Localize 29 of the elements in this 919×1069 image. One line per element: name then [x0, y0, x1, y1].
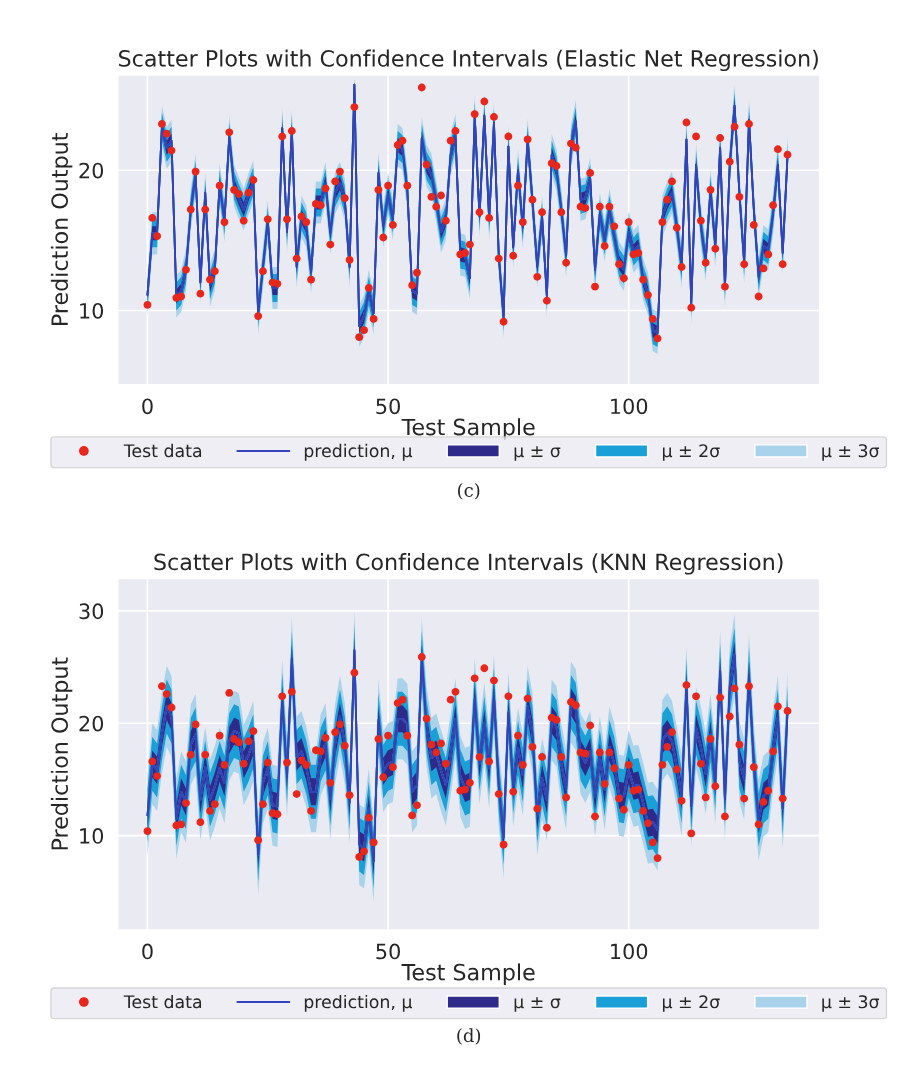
legend-label: prediction, μ	[304, 443, 413, 461]
y-tick-label: 20	[79, 162, 104, 179]
legend-label: μ ± 2σ	[662, 444, 720, 461]
y-axis-title: Prediction Output	[50, 133, 73, 325]
legend-label: Test data	[123, 443, 202, 458]
legend-label: Test data	[123, 994, 202, 1009]
x-axis-title: Test Sample	[401, 418, 535, 440]
legend-label: μ ± σ	[514, 997, 561, 1012]
x-tick-label: 50	[376, 943, 400, 960]
legend-label: μ ± 3σ	[822, 995, 880, 1012]
y-axis-title: Prediction Output	[50, 657, 73, 850]
y-tick-label: 10	[80, 828, 104, 844]
legend-label: μ ± 2σ	[662, 995, 720, 1012]
text: (c)	[458, 483, 480, 500]
x-tick-label: 0	[142, 943, 153, 960]
y-tick-label: 20	[79, 715, 104, 732]
x-tick-label: 100	[611, 943, 648, 960]
x-tick-label: 50	[376, 398, 400, 415]
legend-label: μ ± σ	[514, 446, 561, 461]
x-tick-label: 100	[611, 398, 648, 415]
chart-title: Scatter Plots with Confidence Intervals (Elastic Net Regression)	[119, 49, 818, 72]
legend-label: μ ± 3σ	[822, 444, 880, 461]
text: (d)	[457, 1028, 481, 1045]
x-axis-title: Test Sample	[401, 963, 535, 985]
x-tick-label: 0	[142, 398, 153, 415]
chart-title: Scatter Plots with Confidence Intervals (KNN Regression)	[154, 553, 783, 575]
legend-label: prediction, μ	[304, 994, 413, 1012]
y-tick-label: 10	[80, 302, 104, 319]
y-tick-label: 30	[79, 603, 104, 620]
